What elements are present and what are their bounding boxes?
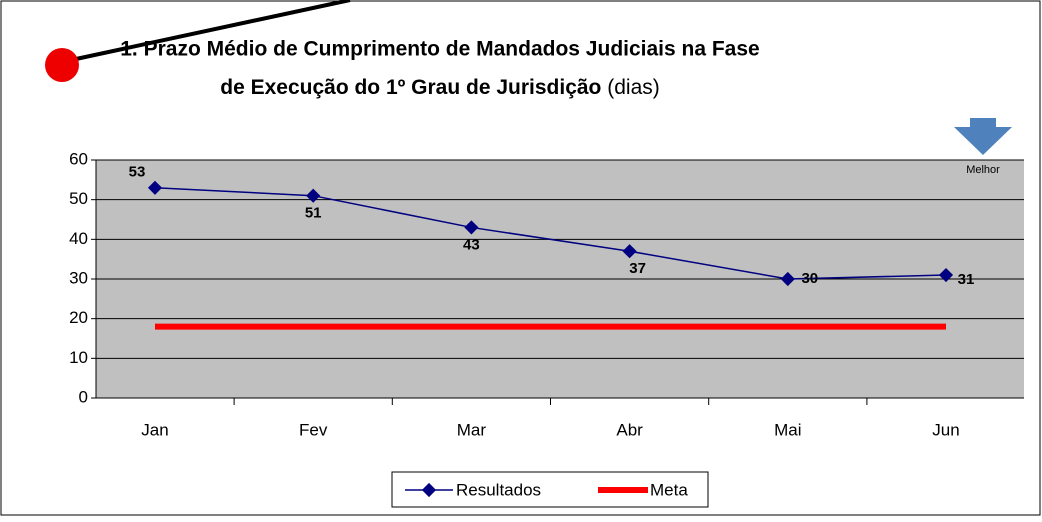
- chart-title: 1. Prazo Médio de Cumprimento de Mandado…: [120, 38, 759, 61]
- annotation: Melhor: [966, 164, 1000, 176]
- data-label: 53: [129, 164, 146, 181]
- marker: [147, 180, 163, 195]
- y-tick-label: 20: [69, 308, 88, 327]
- arrow: [954, 118, 1012, 155]
- y-tick-label: 60: [69, 149, 88, 168]
- data-label: 31: [958, 271, 975, 288]
- y-tick-label: 10: [69, 348, 88, 367]
- y-tick-label: 30: [69, 268, 88, 287]
- marker: [780, 271, 795, 287]
- y-tick-label: 40: [69, 229, 88, 248]
- marker: [622, 244, 637, 259]
- x-tick-label: Mar: [457, 420, 487, 439]
- marker: [938, 267, 954, 283]
- x-tick-label: Abr: [616, 420, 643, 439]
- x-tick-label: Jan: [141, 420, 168, 439]
- chart-title: de Execução do 1º Grau de Jurisdição: [220, 76, 601, 99]
- data-label: 30: [801, 270, 818, 287]
- y-tick-label: 50: [69, 189, 88, 208]
- legend-swatch: [421, 482, 437, 498]
- x-tick-label: Jun: [932, 420, 959, 439]
- result-line: [154, 187, 947, 280]
- legend-label: Meta: [650, 480, 688, 499]
- chart-title: de Execução do 1º Grau de Jurisdição (di…: [220, 76, 660, 99]
- legend-label: Resultados: [456, 480, 541, 499]
- marker: [306, 188, 321, 203]
- data-label: 51: [305, 205, 322, 222]
- pointer-line: [61, 0, 351, 64]
- data-label: 43: [463, 236, 480, 253]
- red-dot: [45, 48, 79, 82]
- marker: [464, 220, 479, 235]
- chart-title-unit: (dias): [607, 76, 660, 99]
- y-tick-label: 0: [79, 387, 88, 406]
- x-tick-label: Mai: [774, 420, 801, 439]
- data-label: 37: [629, 260, 646, 277]
- x-tick-label: Fev: [299, 420, 328, 439]
